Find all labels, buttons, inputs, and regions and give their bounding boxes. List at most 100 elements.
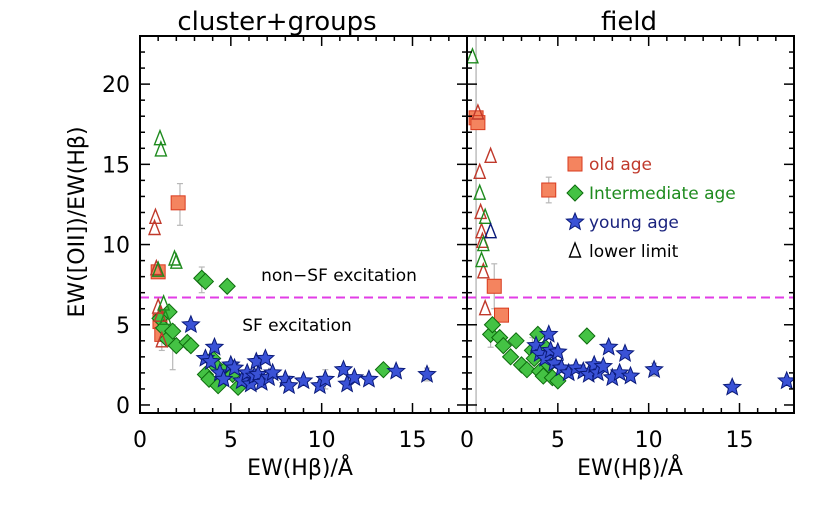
young-age-point [548, 341, 568, 361]
intermediate-age-point [182, 336, 200, 355]
legend-label: old age [589, 155, 652, 175]
lower-limit-point [155, 330, 169, 348]
lower-limit-point [158, 308, 172, 326]
old-age-point [486, 278, 502, 294]
intermediate-age-point [218, 277, 236, 295]
intermediate-age-point [518, 360, 536, 379]
legend-marker-diamond [566, 184, 584, 202]
lower-limit-point [467, 46, 479, 64]
young-age-point [224, 357, 245, 377]
young-age-point [538, 324, 559, 343]
y-tick-label: 15 [102, 153, 130, 178]
old-age-point [541, 182, 557, 198]
y-tick-label: 10 [102, 234, 130, 259]
legend-marker-square [567, 156, 583, 172]
lower-limit-point [169, 252, 183, 269]
young-age-point [204, 336, 225, 356]
lower-limit-point [478, 207, 492, 224]
young-age-point [620, 365, 641, 385]
panel-marks [140, 128, 467, 397]
legend-marker-triangle [568, 241, 582, 258]
panel-title-right: field [601, 7, 657, 37]
lower-limit-point [476, 234, 490, 252]
intermediate-age-point [549, 372, 567, 390]
intermediate-age-point [196, 272, 215, 291]
lower-limit-point [476, 261, 490, 279]
legend-label: lower limit [589, 242, 679, 262]
intermediate-age-point [374, 360, 393, 379]
annotation-sf-excitation: SF excitation [242, 316, 352, 336]
lower-limit-point [484, 146, 498, 164]
lower-limit-point [151, 260, 165, 277]
young-age-point [526, 335, 546, 354]
lower-limit-point [148, 218, 162, 236]
y-tick-label: 20 [102, 73, 130, 98]
young-age-point [201, 351, 221, 370]
x-tick-label: 15 [399, 428, 427, 453]
x-tick-label: 10 [308, 428, 336, 453]
intermediate-age-point [494, 336, 513, 355]
young-age-point [722, 376, 743, 396]
young-age-point [181, 314, 201, 334]
intermediate-age-point [578, 327, 596, 345]
plot-frame [139, 35, 468, 414]
legend-marker-star [565, 211, 585, 231]
young-age-point [417, 364, 437, 383]
young-age-point [776, 370, 794, 390]
x-axis-label-right: EW(Hβ)/Å [577, 454, 683, 481]
lower-limit-point [484, 221, 498, 239]
x-tick-label: 5 [224, 428, 238, 453]
young-age-point [293, 370, 314, 390]
legend: old age Intermediate age young age lower li… [565, 155, 736, 262]
lower-limit-point [148, 207, 162, 224]
young-age-point [255, 348, 276, 367]
old-age-point [170, 195, 186, 211]
intermediate-age-point [163, 322, 182, 340]
y-tick-label: 5 [116, 314, 130, 339]
x-tick-label: 0 [133, 428, 147, 453]
lower-limit-point [149, 258, 163, 276]
lower-limit-point [154, 139, 168, 157]
panel-marks [467, 36, 794, 413]
x-tick-label: 5 [551, 428, 565, 453]
panel-title-left: cluster+groups [177, 7, 376, 37]
x-axis-label-left: EW(Hβ)/Å [247, 454, 353, 481]
lower-limit-point [474, 202, 488, 220]
legend-label: young age [589, 213, 679, 233]
left-panel-plot-area: 0 5 10 15 0 5 10 15 20 [102, 35, 468, 453]
intermediate-age-point [507, 332, 525, 350]
young-age-point [344, 367, 365, 387]
young-age-point [213, 368, 234, 388]
lower-limit-point [153, 305, 167, 322]
lower-limit-point [473, 162, 487, 180]
young-age-point [279, 375, 299, 395]
y-tick-label: 0 [116, 394, 130, 419]
young-age-point [262, 362, 283, 382]
intermediate-age-point [200, 370, 218, 389]
y-axis-label: EW([OII])/EW(Hβ) [65, 126, 90, 317]
young-age-point [615, 343, 635, 362]
young-age-point [644, 359, 664, 379]
lower-limit-point [471, 103, 485, 120]
x-tick-label: 10 [635, 428, 663, 453]
young-age-point [598, 336, 619, 356]
legend-label: Intermediate age [589, 184, 736, 204]
lower-limit-point [157, 293, 171, 311]
lower-limit-point [473, 183, 487, 200]
young-age-point [359, 368, 379, 388]
x-tick-label: 0 [460, 428, 474, 453]
young-age-point [593, 356, 614, 375]
lower-limit-point [475, 250, 489, 268]
young-age-point [386, 360, 406, 380]
x-tick-label: 15 [726, 428, 754, 453]
intermediate-age-point [501, 348, 520, 366]
annotation-non-sf-excitation: non−SF excitation [261, 266, 417, 286]
old-age-point [494, 307, 510, 323]
right-panel-plot-area: 0 5 10 15 [460, 35, 795, 453]
lower-limit-point [475, 221, 489, 239]
young-age-point [333, 359, 354, 379]
young-age-point [315, 368, 336, 388]
intermediate-age-point [483, 316, 502, 334]
lower-limit-point [478, 298, 492, 316]
